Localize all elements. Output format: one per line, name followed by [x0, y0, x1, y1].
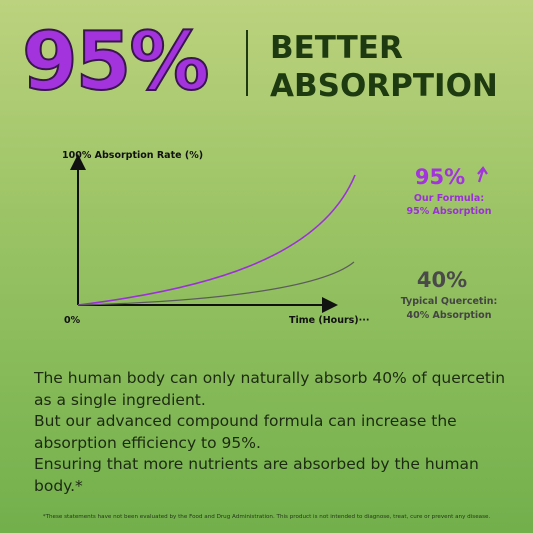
- divider: [246, 30, 248, 96]
- x-axis-label: Time (Hours)···: [289, 315, 369, 326]
- footnote: *These statements have not been evaluate…: [42, 514, 491, 520]
- callout-label: 95% Absorption: [407, 206, 492, 217]
- headline-title: BETTER: [270, 30, 403, 66]
- callout-label: Our Formula:: [414, 193, 484, 204]
- paragraph: The human body can only naturally absorb…: [34, 369, 506, 409]
- headline-number: 95%: [21, 14, 210, 109]
- callout-label: Typical Quercetin:: [401, 296, 498, 307]
- up-arrow: [477, 166, 488, 183]
- headline-title: ABSORPTION: [270, 68, 498, 104]
- typical-curve: [77, 261, 355, 306]
- y-axis-label: 100% Absorption Rate (%): [62, 150, 203, 161]
- callout-value: 40%: [417, 268, 467, 292]
- origin-label: 0%: [64, 315, 81, 326]
- callout-value: 95%: [415, 165, 465, 189]
- callout-label: 40% Absorption: [407, 310, 492, 321]
- paragraph: But our advanced compound formula can in…: [34, 412, 457, 452]
- body-text: The human body can only naturally absorb…: [34, 368, 512, 497]
- formula-curve: [77, 174, 356, 306]
- paragraph: Ensuring that more nutrients are absorbe…: [34, 455, 479, 495]
